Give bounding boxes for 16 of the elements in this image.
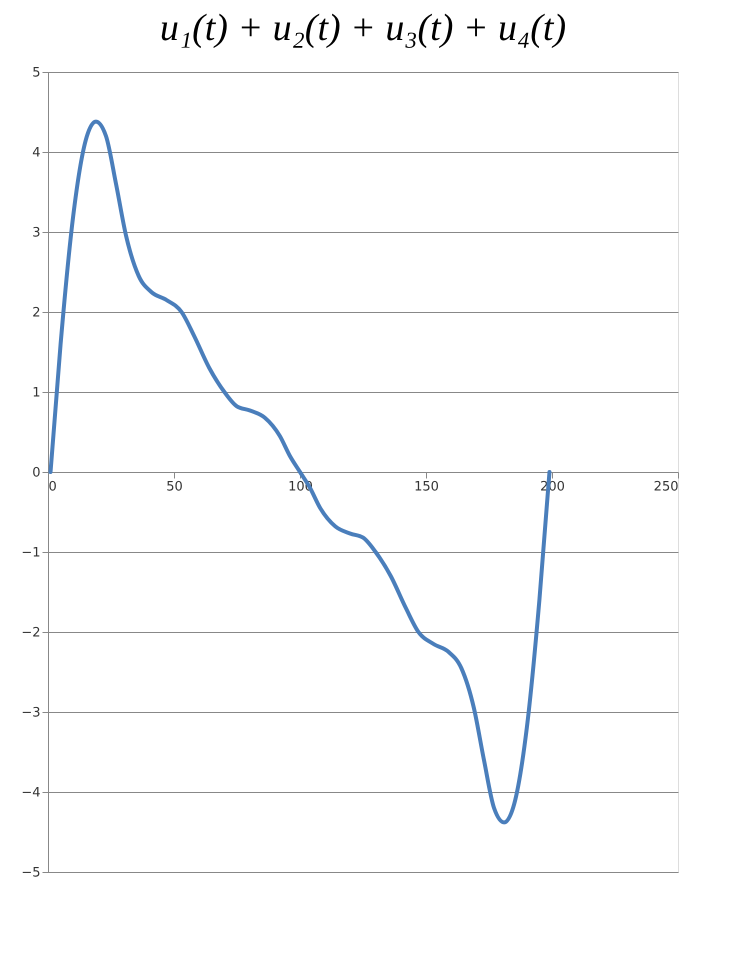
y-tick-label: −4 xyxy=(21,786,40,800)
y-tick-label: 4 xyxy=(32,146,40,160)
y-tick-label: −1 xyxy=(21,546,40,560)
y-tick-label: 5 xyxy=(32,66,40,80)
y-tick-label: 1 xyxy=(32,386,40,400)
x-tick-label: 250 xyxy=(654,480,678,494)
x-tick-label: 150 xyxy=(414,480,439,494)
y-tick-label: 3 xyxy=(32,226,40,240)
y-tick-label: −5 xyxy=(21,866,40,880)
y-tick-label: 0 xyxy=(32,466,40,480)
y-tick-label: −2 xyxy=(21,626,40,640)
x-tick-label: 0 xyxy=(48,480,57,494)
chart-title: u₁(t) + u₂(t) + u₃(t) + u₄(t) xyxy=(160,7,566,49)
y-tick-label: −3 xyxy=(21,706,40,720)
x-tick-label: 50 xyxy=(166,480,183,494)
y-tick-label: 2 xyxy=(32,306,40,320)
